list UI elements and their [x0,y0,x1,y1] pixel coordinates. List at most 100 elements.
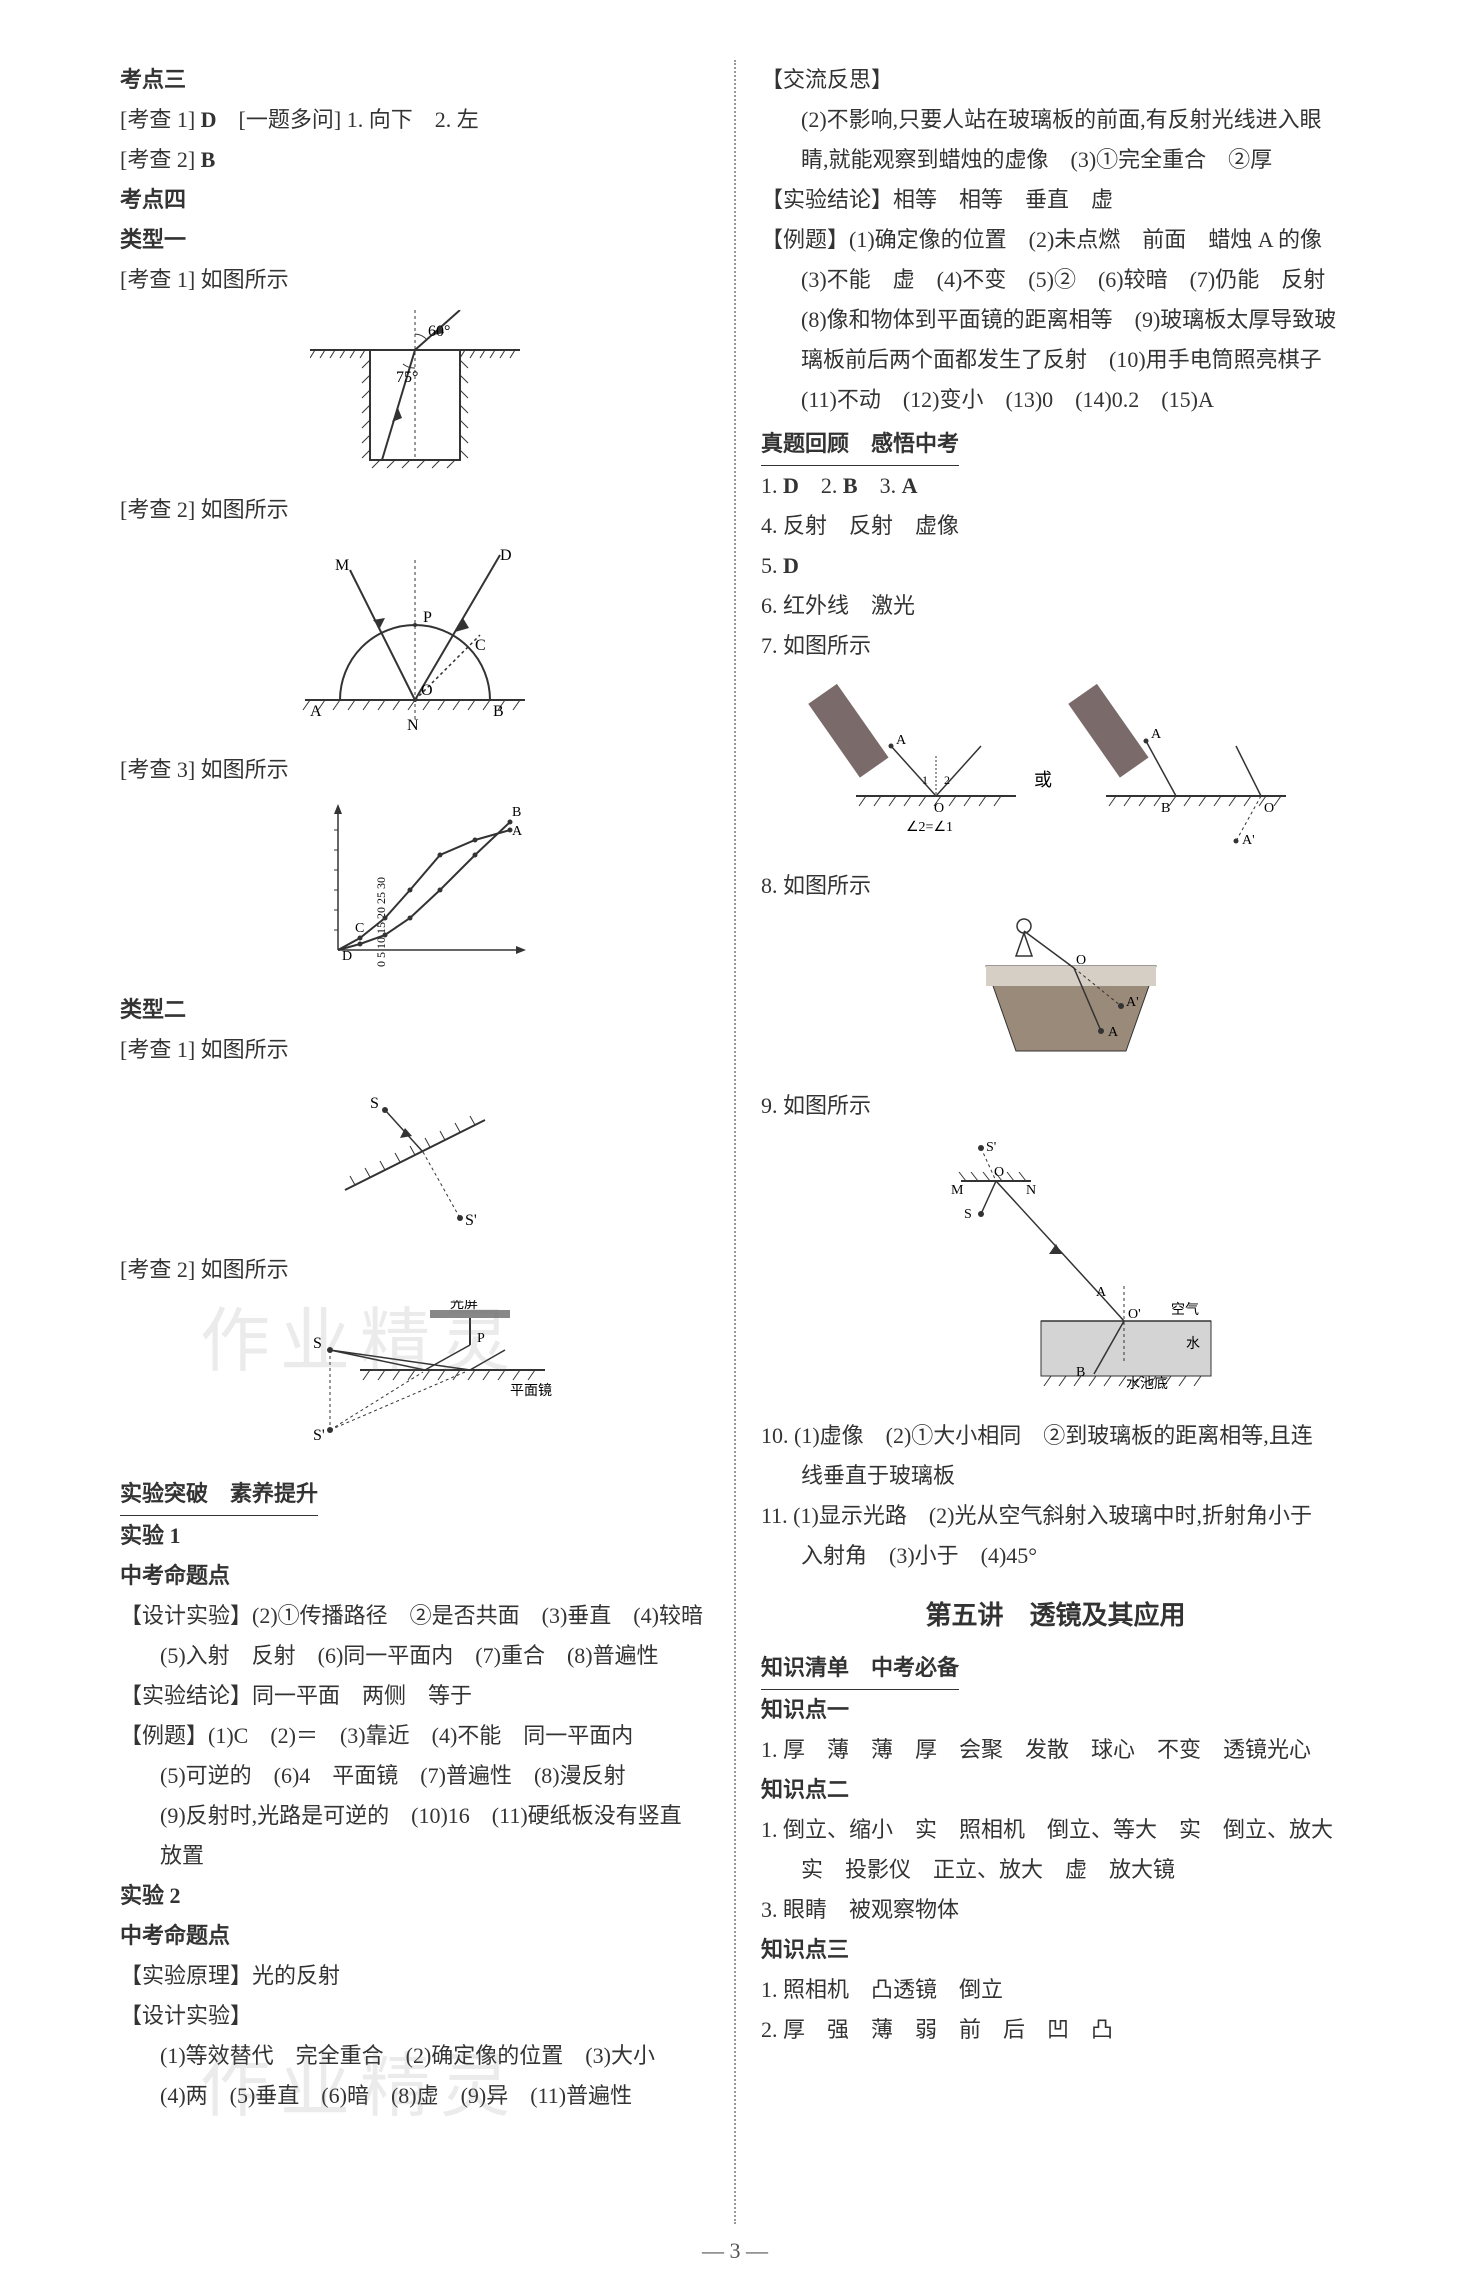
diagram-line-chart: 0 5 10 15 20 25 30 A B C D [120,800,709,970]
svg-text:A': A' [1242,833,1255,846]
svg-text:S': S' [313,1427,325,1444]
line: (3)不能 虚 (4)不变 (5)② (6)较暗 (7)仍能 反射 [761,260,1350,300]
line: 放置 [120,1836,709,1876]
text: 1. [761,473,783,498]
svg-text:M: M [951,1183,964,1198]
type-2-heading: 类型二 [120,990,709,1030]
line: 1. 厚 薄 薄 厚 会聚 发散 球心 不变 透镜光心 [761,1730,1350,1770]
line: 睛,就能观察到蜡烛的虚像 (3)①完全重合 ②厚 [761,140,1350,180]
label-pool-bottom: 水池底 [1126,1376,1168,1392]
line: 1. 倒立、缩小 实 照相机 倒立、等大 实 倒立、放大 [761,1810,1350,1850]
line: 1. 照相机 凸透镜 倒立 [761,1970,1350,2010]
svg-text:S: S [370,1095,379,1112]
line: 9. 如图所示 [761,1086,1350,1126]
text: [一题多问] 1. 向下 2. 左 [217,107,479,132]
svg-text:S: S [964,1207,972,1222]
right-column: 【交流反思】 (2)不影响,只要人站在玻璃板的前面,有反射光线进入眼 睛,就能观… [736,60,1370,2224]
heading-knowledge: 知识清单 中考必备 [761,1648,959,1690]
svg-text:O: O [994,1165,1004,1180]
angle-60: 60° [428,323,450,340]
line: 【实验结论】同一平面 两侧 等于 [120,1676,709,1716]
svg-text:2: 2 [944,773,950,787]
answer: B [843,473,858,498]
diagram-periscope-water: M O N S' S A 空气 水 水池底 O' [761,1136,1350,1396]
diagram-reflection-pair: A 1 2 O ∠2=∠1 或 A B O A' [761,676,1350,846]
svg-text:B: B [1076,1365,1085,1380]
svg-text:B: B [512,805,521,820]
svg-text:S': S' [465,1212,477,1229]
line: 实 投影仪 正立、放大 虚 放大镜 [761,1850,1350,1890]
line: 2. 厚 强 薄 弱 前 后 凹 凸 [761,2010,1350,2050]
label-air: 空气 [1171,1302,1199,1318]
line: 5. D [761,546,1350,586]
left-column: 考点三 [考查 1] D [一题多问] 1. 向下 2. 左 [考查 2] B … [100,60,734,2224]
line: 【设计实验】(2)①传播路径 ②是否共面 (3)垂直 (4)较暗 [120,1596,709,1636]
section-5-title: 第五讲 透镜及其应用 [761,1596,1350,1636]
svg-text:S': S' [986,1140,996,1155]
exp2-heading: 实验 2 [120,1876,709,1916]
line: (4)两 (5)垂直 (6)暗 (8)虚 (9)异 (11)普遍性 [120,2076,709,2116]
page: 考点三 [考查 1] D [一题多问] 1. 向下 2. 左 [考查 2] B … [0,0,1470,2284]
heading-exp-breakthrough: 实验突破 素养提升 [120,1474,318,1516]
text: 5. [761,553,783,578]
line: 10. (1)虚像 (2)①大小相同 ②到玻璃板的距离相等,且连 [761,1416,1350,1456]
line: [考查 1] D [一题多问] 1. 向下 2. 左 [120,100,709,140]
label-screen: 光屏 [450,1300,478,1312]
diagram-fish-bowl: A A' O [761,916,1350,1066]
answer: A [902,473,918,498]
answer: B [201,147,216,172]
kaodian-4-heading: 考点四 [120,180,709,220]
svg-text:N: N [407,717,419,730]
line: 【实验结论】相等 相等 垂直 虚 [761,180,1350,220]
svg-text:A: A [512,824,523,839]
line: (9)反射时,光路是可逆的 (10)16 (11)硬纸板没有竖直 [120,1796,709,1836]
kp3-heading: 知识点三 [761,1930,1350,1970]
line: 线垂直于玻璃板 [761,1456,1350,1496]
svg-text:S: S [313,1335,322,1352]
answer: D [783,473,799,498]
line: 7. 如图所示 [761,626,1350,666]
svg-text:O': O' [1128,1307,1141,1322]
line: (5)可逆的 (6)4 平面镜 (7)普遍性 (8)漫反射 [120,1756,709,1796]
text: [考查 2] [120,147,201,172]
svg-text:A': A' [1126,995,1139,1010]
caption: ∠2=∠1 [906,820,953,835]
line: [考查 1] 如图所示 [120,1030,709,1070]
line: 【例题】(1)确定像的位置 (2)未点燃 前面 蜡烛 A 的像 [761,220,1350,260]
answer: D [201,107,217,132]
svg-text:D: D [500,547,512,564]
zk-heading: 中考命题点 [120,1556,709,1596]
exp1-heading: 实验 1 [120,1516,709,1556]
svg-text:A: A [896,733,907,748]
line: 4. 反射 反射 虚像 [761,506,1350,546]
line: (2)不影响,只要人站在玻璃板的前面,有反射光线进入眼 [761,100,1350,140]
kp2-heading: 知识点二 [761,1770,1350,1810]
line: (8)像和物体到平面镜的距离相等 (9)玻璃板太厚导致玻 [761,300,1350,340]
svg-text:P: P [477,1331,485,1346]
line: [考查 2] 如图所示 [120,490,709,530]
line: 【例题】(1)C (2)＝ (3)靠近 (4)不能 同一平面内 [120,1716,709,1756]
svg-text:A: A [1151,727,1162,742]
line: [考查 2] 如图所示 [120,1250,709,1290]
line: [考查 1] 如图所示 [120,260,709,300]
svg-text:B: B [1161,801,1170,816]
angle-75: 75° [396,369,418,386]
svg-text:O: O [1264,801,1274,816]
svg-text:O: O [421,682,433,699]
line: 【设计实验】 [120,1996,709,2036]
svg-text:N: N [1026,1183,1036,1198]
type-1-heading: 类型一 [120,220,709,260]
line: 【实验原理】光的反射 [120,1956,709,1996]
svg-text:C: C [355,921,364,936]
svg-text:M: M [335,557,349,574]
line: [考查 2] B [120,140,709,180]
kaodian-3-heading: 考点三 [120,60,709,100]
line: 璃板前后两个面都发生了反射 (10)用手电筒照亮棋子 [761,340,1350,380]
line: 8. 如图所示 [761,866,1350,906]
text: 3. [858,473,902,498]
svg-text:D: D [342,949,352,964]
line: 【交流反思】 [761,60,1350,100]
diagram-optical-bench: 光屏 P 平面镜 S S' [120,1300,709,1450]
line: (11)不动 (12)变小 (13)0 (14)0.2 (15)A [761,380,1350,420]
line: 11. (1)显示光路 (2)光从空气斜射入玻璃中时,折射角小于 [761,1496,1350,1536]
